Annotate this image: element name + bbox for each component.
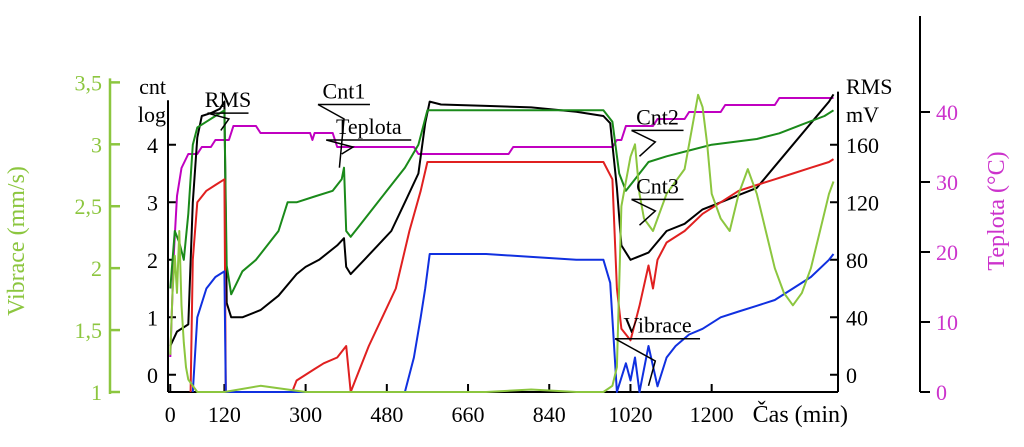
cnt-axis-title-line: cnt	[139, 74, 166, 99]
teplota-tick-label: 10	[936, 310, 958, 335]
series-label-leader-cnt3	[631, 198, 657, 226]
vibrace-tick-label: 1,5	[75, 318, 103, 343]
label-layer: Teplota RMS Cnt1 Cnt2 Cnt3 Vibrace	[205, 79, 701, 386]
cnt-axis-title-line: log	[138, 102, 166, 127]
teplota-tick-label: 40	[936, 100, 958, 125]
rms-tick-label: 80	[846, 248, 868, 273]
rms-tick-label: 120	[846, 190, 879, 215]
teplota-tick-label: 0	[936, 380, 947, 405]
series-label-cnt2: Cnt2	[636, 104, 679, 129]
x-tick-label: 0	[165, 402, 176, 427]
series-line-cnt3	[191, 253, 835, 393]
x-tick-label: 1200	[690, 402, 734, 427]
vibrace-tick-label: 1	[91, 380, 102, 405]
axes-layer: 0 120 300 480 660 840 1020 1200 Čas (min)11,522,…	[4, 16, 1010, 428]
cnt-tick-label: 3	[147, 190, 158, 215]
cnt-tick-label: 4	[147, 133, 158, 158]
series-label-cnt3: Cnt3	[636, 173, 679, 198]
rms-axis-title-line: RMS	[846, 74, 892, 99]
x-tick-label: 660	[452, 402, 485, 427]
x-tick-label: 840	[533, 402, 566, 427]
series-label-leader-teplota	[326, 139, 355, 155]
rms-axis-title-line: mV	[846, 102, 879, 127]
x-tick-label: 1020	[608, 402, 652, 427]
x-tick-label: 300	[289, 402, 322, 427]
rms-tick-label: 40	[846, 305, 868, 330]
series-label-leader-rms	[207, 112, 231, 131]
x-axis-title: Čas (min)	[753, 401, 848, 428]
series-line-teplota	[169, 97, 834, 358]
x-tick-label: 120	[208, 402, 241, 427]
series-label-leader-cnt2	[631, 129, 657, 157]
vibrace-tick-label: 3,5	[75, 70, 103, 95]
series-label-vibrace: Vibrace	[623, 313, 691, 338]
teplota-axis-title: Teplota (°C)	[984, 151, 1010, 270]
series-line-vibrace	[169, 93, 835, 393]
cnt-tick-label: 0	[147, 363, 158, 388]
vibrace-tick-label: 3	[91, 132, 102, 157]
series-layer	[169, 93, 835, 393]
rms-tick-label: 160	[846, 133, 879, 158]
series-label-cnt1: Cnt1	[323, 79, 366, 104]
rms-tick-label: 0	[846, 363, 857, 388]
vibrace-axis-title: Vibrace (mm/s)	[4, 166, 30, 316]
vibrace-tick-label: 2	[91, 256, 102, 281]
teplota-tick-label: 20	[936, 240, 958, 265]
series-line-cnt2	[189, 158, 835, 393]
teplota-tick-label: 30	[936, 170, 958, 195]
series-line-cnt1	[169, 109, 835, 296]
series-label-leader-vibrace	[614, 338, 657, 386]
vibrace-tick-label: 2,5	[75, 194, 103, 219]
series-line-rms	[169, 93, 835, 347]
series-label-rms: RMS	[205, 87, 251, 112]
series-label-leader-cnt1	[317, 103, 345, 168]
cnt-tick-label: 2	[147, 248, 158, 273]
series-label-teplota: Teplota	[336, 114, 402, 139]
cnt-tick-label: 1	[147, 305, 158, 330]
x-tick-label: 480	[370, 402, 403, 427]
